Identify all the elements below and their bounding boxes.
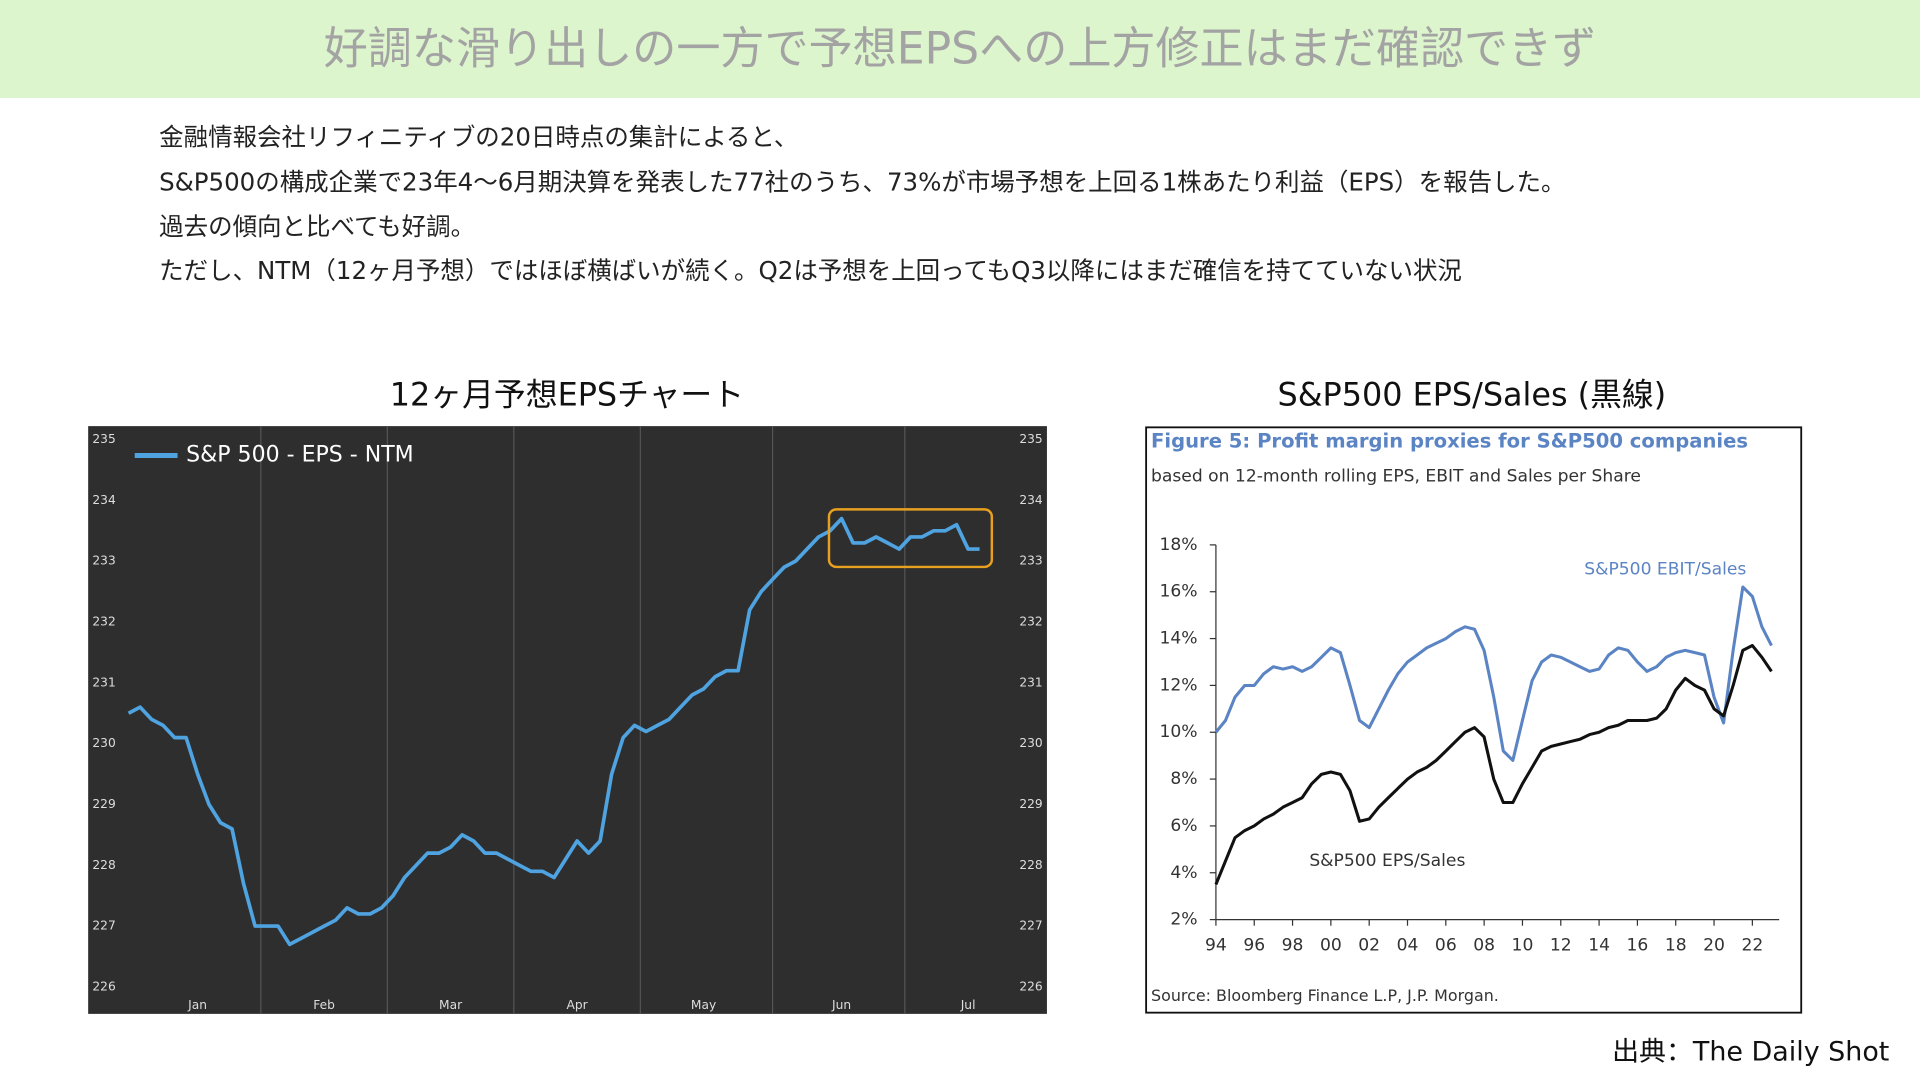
y-tick-label: 228 bbox=[92, 858, 115, 872]
legend-label: S&P 500 - EPS - NTM bbox=[186, 443, 414, 468]
y-tick-label: 18% bbox=[1159, 535, 1197, 555]
x-tick-label: May bbox=[691, 998, 716, 1012]
y-tick-label: 235 bbox=[92, 432, 115, 446]
x-tick-label: 16 bbox=[1627, 935, 1649, 955]
y-tick-label: 226 bbox=[92, 979, 116, 993]
series-line bbox=[1214, 644, 1773, 886]
y2-tick-label: 228 bbox=[1019, 858, 1042, 872]
x-tick-label: Feb bbox=[313, 998, 335, 1012]
x-tick-label: Jul bbox=[960, 998, 976, 1012]
x-tick-label: 96 bbox=[1243, 935, 1265, 955]
chart-heading: 12ヶ月予想EPSチャート bbox=[390, 376, 744, 414]
figure-source: Source: Bloomberg Finance L.P, J.P. Morg… bbox=[1151, 986, 1499, 1005]
body-line: ただし、NTM（12ヶ月予想）ではほぼ横ばいが続く。Q2は予想を上回ってもQ3以… bbox=[159, 256, 1462, 285]
chart-background bbox=[88, 426, 1047, 1014]
figure-title: Figure 5: Profit margin proxies for S&P5… bbox=[1151, 430, 1748, 453]
x-tick-label: 98 bbox=[1282, 935, 1304, 955]
series-line bbox=[1214, 585, 1773, 762]
x-tick-label: 06 bbox=[1435, 935, 1457, 955]
highlight-box bbox=[827, 508, 994, 569]
y-tick-label: 16% bbox=[1159, 582, 1197, 602]
slide-title: 好調な滑り出しの一方で予想EPSへの上方修正はまだ確認できず bbox=[324, 23, 1597, 74]
header-band bbox=[0, 0, 1920, 98]
body-line: 過去の傾向と比べても好調。 bbox=[159, 212, 475, 241]
x-tick-label: 04 bbox=[1397, 935, 1419, 955]
eps-chart: 226 227 228 229 230 231 232 233 234 235 226 227 228 2… bbox=[92, 426, 1043, 1014]
margin-chart: 2% 4% 6% 8% 10% 12% 14% 16% 18% 94 96 98 00 02 04 06 08 1… bbox=[1159, 535, 1780, 955]
y-tick-label: 233 bbox=[92, 554, 115, 568]
x-tick-label: Mar bbox=[439, 998, 463, 1012]
x-tick-label: 08 bbox=[1473, 935, 1495, 955]
figure-subtitle: based on 12-month rolling EPS, EBIT and … bbox=[1151, 466, 1641, 486]
x-tick-label: 20 bbox=[1703, 935, 1725, 955]
x-tick-label: Apr bbox=[566, 998, 588, 1012]
series-line bbox=[127, 516, 980, 947]
y-tick-label: 12% bbox=[1159, 675, 1197, 695]
x-tick-label: 22 bbox=[1741, 935, 1763, 955]
x-tick-label: 12 bbox=[1550, 935, 1572, 955]
y2-tick-label: 235 bbox=[1019, 432, 1042, 446]
y-tick-label: 6% bbox=[1170, 816, 1197, 836]
x-tick-label: 18 bbox=[1665, 935, 1687, 955]
y2-tick-label: 233 bbox=[1019, 554, 1042, 568]
y2-tick-label: 232 bbox=[1019, 615, 1042, 629]
y-tick-label: 8% bbox=[1170, 769, 1197, 789]
y-tick-label: 231 bbox=[92, 675, 115, 689]
x-tick-label: 94 bbox=[1205, 935, 1227, 955]
chart-heading: S&P500 EPS/Sales (黒線) bbox=[1278, 376, 1667, 414]
y2-tick-label: 230 bbox=[1019, 736, 1042, 750]
series-label: S&P500 EBIT/Sales bbox=[1584, 559, 1746, 579]
y2-tick-label: 231 bbox=[1019, 675, 1042, 689]
series-label: S&P500 EPS/Sales bbox=[1309, 851, 1465, 871]
y2-tick-label: 234 bbox=[1019, 493, 1043, 507]
y-tick-label: 232 bbox=[92, 615, 115, 629]
y-tick-label: 234 bbox=[92, 493, 116, 507]
x-tick-label: 14 bbox=[1588, 935, 1610, 955]
y-tick-label: 10% bbox=[1159, 722, 1197, 742]
x-tick-label: Jan bbox=[187, 998, 207, 1012]
y-tick-label: 227 bbox=[92, 919, 115, 933]
y-tick-label: 229 bbox=[92, 797, 115, 811]
y2-tick-label: 229 bbox=[1019, 797, 1042, 811]
chart-frame bbox=[1145, 426, 1803, 1014]
source: 出典：The Daily Shot bbox=[1612, 1037, 1889, 1068]
y-tick-label: 14% bbox=[1159, 629, 1197, 649]
y2-tick-label: 226 bbox=[1019, 979, 1043, 993]
x-tick-label: 00 bbox=[1320, 935, 1342, 955]
body-line: 金融情報会社リフィニティブの20日時点の集計によると、 bbox=[159, 122, 798, 151]
x-tick-label: 10 bbox=[1512, 935, 1534, 955]
y-tick-label: 4% bbox=[1170, 863, 1197, 883]
y-tick-label: 230 bbox=[92, 736, 115, 750]
y2-tick-label: 227 bbox=[1019, 919, 1042, 933]
x-tick-label: 02 bbox=[1358, 935, 1380, 955]
y-tick-label: 2% bbox=[1170, 910, 1197, 930]
body-line: S&P500の構成企業で23年4～6月期決算を発表した77社のうち、73%が市場… bbox=[159, 168, 1565, 197]
x-tick-label: Jun bbox=[831, 998, 851, 1012]
